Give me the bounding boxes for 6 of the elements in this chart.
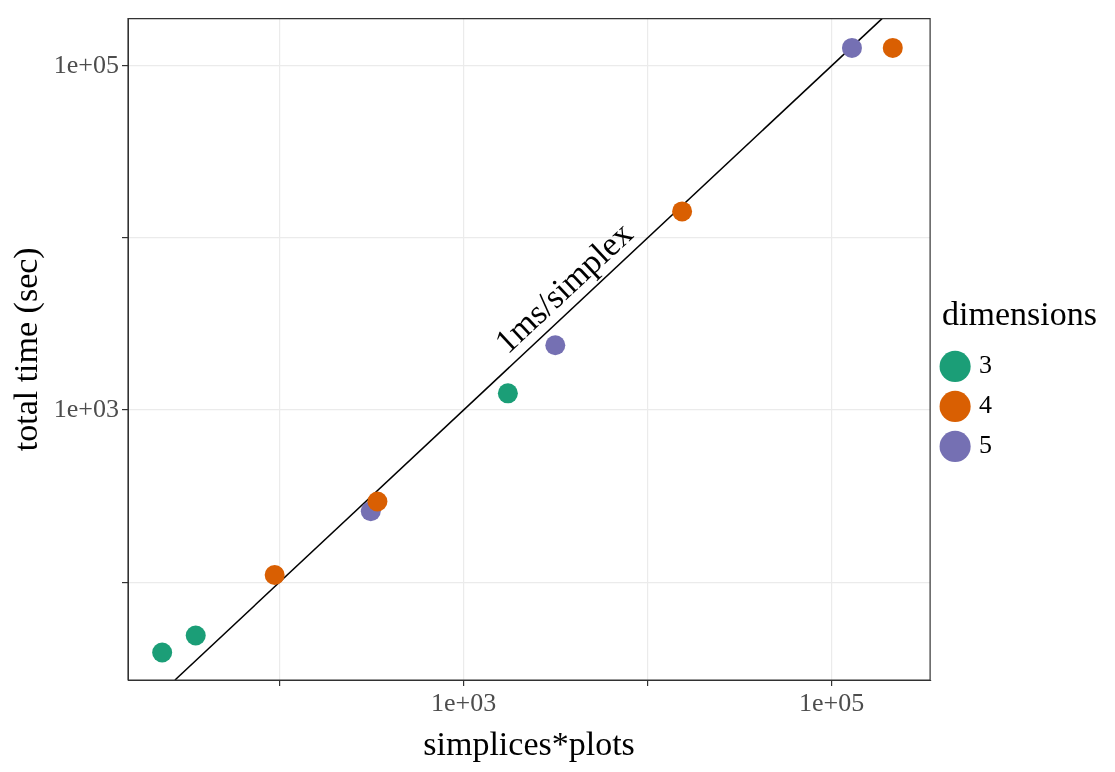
legend-label: 4: [979, 390, 993, 420]
legend-title: dimensions: [942, 294, 1098, 332]
legend-label: 3: [979, 350, 993, 380]
x-axis-title: simplices*plots: [423, 724, 635, 762]
y-axis-title: total time (sec): [7, 247, 46, 452]
legend-label: 5: [979, 430, 993, 460]
